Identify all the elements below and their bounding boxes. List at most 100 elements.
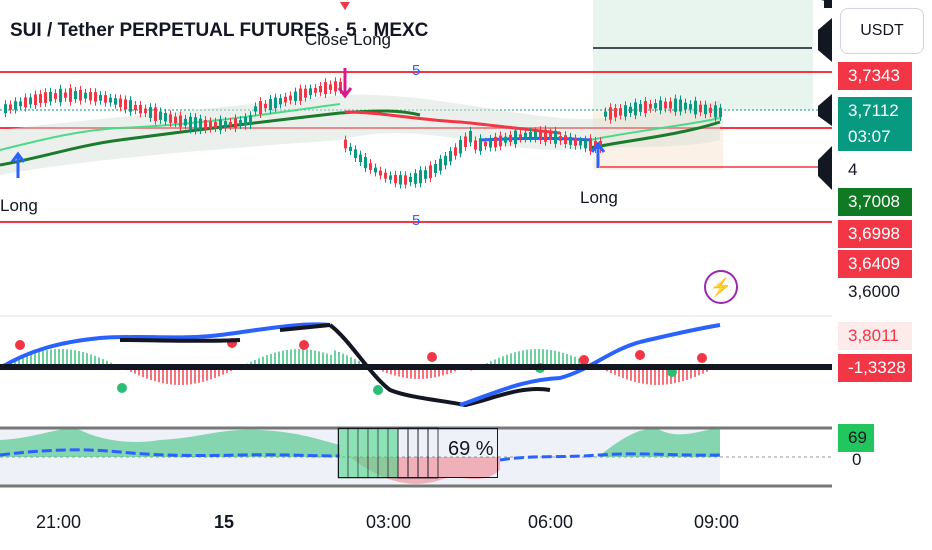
candle bbox=[679, 99, 682, 112]
candle bbox=[434, 163, 437, 173]
osc-bar bbox=[638, 367, 640, 383]
osc-bar bbox=[626, 367, 628, 380]
osc-dot bbox=[579, 355, 589, 365]
candle bbox=[279, 98, 282, 105]
candle bbox=[569, 136, 572, 145]
osc-bar bbox=[514, 352, 516, 367]
oscillator-histogram bbox=[2, 338, 720, 395]
osc-bar bbox=[146, 367, 148, 379]
candle bbox=[519, 134, 522, 139]
count-badge: 4 bbox=[848, 160, 858, 179]
osc-bar bbox=[566, 353, 568, 367]
osc-bar bbox=[422, 367, 424, 379]
osc-bar bbox=[642, 367, 644, 384]
osc-bar bbox=[222, 367, 224, 375]
candle bbox=[4, 104, 7, 114]
candle bbox=[449, 151, 452, 162]
price-badge-3-7343: 3,7343 bbox=[838, 62, 912, 90]
candle bbox=[189, 116, 192, 130]
candle bbox=[639, 104, 642, 112]
osc-bar bbox=[694, 367, 696, 377]
candle bbox=[319, 86, 322, 93]
osc-bar bbox=[414, 367, 416, 379]
osc-bar bbox=[186, 367, 188, 385]
osc-bar bbox=[510, 353, 512, 367]
candle bbox=[344, 139, 347, 149]
candle bbox=[134, 104, 137, 111]
candle bbox=[304, 88, 307, 98]
percent-text: 69 % bbox=[448, 438, 494, 460]
candle bbox=[179, 115, 182, 127]
symbol-title: SUI / Tether PERPETUAL FUTURES · 5 · MEX… bbox=[10, 20, 429, 41]
osc-bar bbox=[206, 367, 208, 381]
osc-bar bbox=[286, 349, 288, 367]
osc-bar bbox=[438, 367, 440, 377]
candle bbox=[689, 104, 692, 110]
osc-bar bbox=[534, 349, 536, 367]
candle bbox=[199, 118, 202, 131]
osc-bar bbox=[502, 356, 504, 367]
osc-bar bbox=[154, 367, 156, 382]
osc-bar bbox=[158, 367, 160, 383]
osc-bar bbox=[434, 367, 436, 378]
candle bbox=[99, 95, 102, 101]
osc-bar bbox=[266, 355, 268, 367]
candle bbox=[529, 131, 532, 139]
candle bbox=[54, 93, 57, 99]
candle bbox=[119, 98, 122, 108]
lightning-icon[interactable]: ⚡ bbox=[704, 270, 738, 304]
currency-button[interactable]: USDT bbox=[840, 8, 924, 54]
osc-bar bbox=[690, 367, 692, 379]
osc-bar bbox=[42, 350, 44, 367]
osc-bar bbox=[354, 359, 356, 367]
candle bbox=[274, 97, 277, 109]
osc-bar bbox=[62, 349, 64, 367]
osc-bar bbox=[94, 355, 96, 367]
candle bbox=[419, 170, 422, 184]
osc-bar bbox=[542, 349, 544, 367]
osc-bar bbox=[194, 367, 196, 384]
candle bbox=[34, 94, 37, 106]
candle bbox=[349, 146, 352, 151]
osc-bar bbox=[702, 367, 704, 374]
candle bbox=[469, 130, 472, 143]
osc-bar bbox=[18, 358, 20, 367]
candle bbox=[359, 154, 362, 162]
candle bbox=[14, 101, 17, 110]
osc-bar bbox=[102, 359, 104, 367]
osc-bar bbox=[530, 349, 532, 367]
candle bbox=[459, 139, 462, 154]
osc-bar bbox=[426, 367, 428, 379]
osc-bar bbox=[650, 367, 652, 385]
candle bbox=[24, 97, 27, 108]
candle bbox=[299, 88, 302, 101]
osc-bar bbox=[30, 354, 32, 367]
osc-bar bbox=[418, 367, 420, 379]
candle bbox=[164, 113, 167, 122]
candle bbox=[624, 105, 627, 117]
osc-bar bbox=[162, 367, 164, 384]
candle bbox=[674, 98, 677, 112]
osc-bar bbox=[350, 357, 352, 367]
osc-dot bbox=[373, 385, 383, 395]
candle bbox=[339, 81, 342, 90]
osc-bar bbox=[334, 350, 336, 367]
candle bbox=[254, 106, 257, 112]
osc-bar bbox=[142, 367, 144, 378]
time-label: 06:00 bbox=[528, 512, 574, 532]
long-label-right: Long bbox=[580, 188, 618, 207]
osc-bar bbox=[398, 367, 400, 377]
osc-bar bbox=[546, 349, 548, 367]
candle bbox=[664, 101, 667, 109]
candle bbox=[719, 107, 722, 117]
price-badge-3-6409: 3,6409 bbox=[838, 250, 912, 278]
candle bbox=[229, 121, 232, 126]
osc-bar bbox=[338, 351, 340, 367]
osc-bar bbox=[310, 349, 312, 367]
price-badge-current: 3,7112 bbox=[838, 97, 912, 125]
candle bbox=[699, 104, 702, 113]
candle bbox=[264, 103, 267, 109]
osc-bar bbox=[74, 350, 76, 367]
candle bbox=[369, 163, 372, 170]
